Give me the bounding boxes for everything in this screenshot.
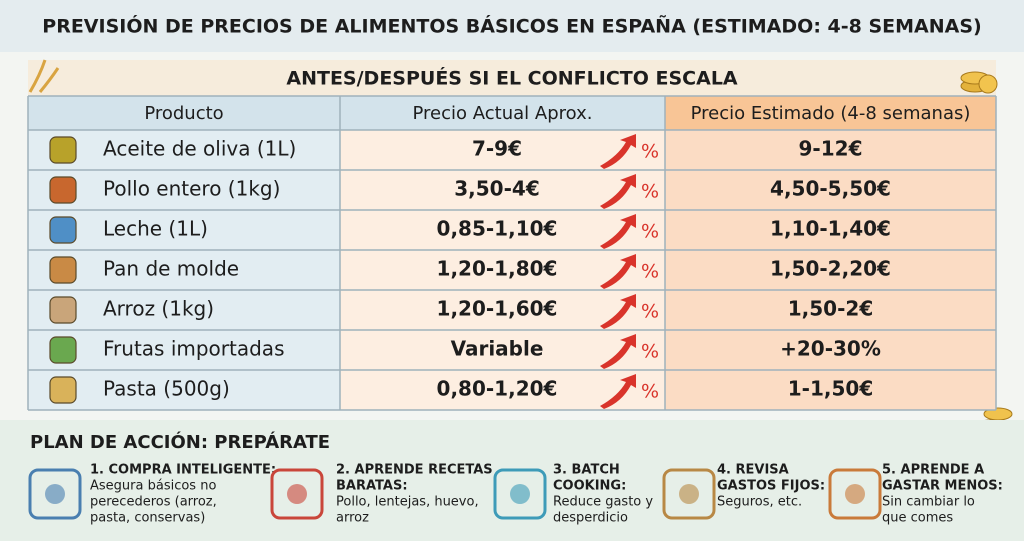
plan-icon-detail — [679, 484, 699, 504]
title-bar — [0, 0, 1024, 52]
current-price: 1,20-1,60€ — [437, 297, 558, 321]
header-bg — [28, 96, 340, 130]
trend-arrow — [600, 174, 636, 209]
page-title: PREVISIÓN DE PRECIOS DE ALIMENTOS BÁSICO… — [42, 14, 981, 38]
product-name: Leche (1L) — [103, 217, 208, 241]
product-icon — [49, 216, 77, 244]
plan-icon-detail — [845, 484, 865, 504]
plan-item-title: 3. BATCH — [553, 463, 620, 478]
estimated-price: 1-1,50€ — [788, 377, 873, 401]
estimated-price: +20-30% — [780, 337, 881, 361]
plan-icon — [828, 468, 882, 520]
estimated-price: 9-12€ — [799, 137, 863, 161]
plan-item-text: Seguros, etc. — [717, 495, 802, 510]
product-icon — [49, 296, 77, 324]
trend-arrow — [600, 374, 636, 409]
current-price: 7-9€ — [472, 137, 522, 161]
trend-label: % — [641, 221, 659, 243]
product-name: Aceite de oliva (1L) — [103, 137, 296, 161]
plan-icon-detail — [510, 484, 530, 504]
product-name: Pasta (500g) — [103, 377, 230, 401]
plan-item-text: arroz — [336, 511, 369, 526]
estimated-price: 1,10-1,40€ — [770, 217, 891, 241]
trend-arrow — [600, 134, 636, 169]
product-name: Arroz (1kg) — [103, 297, 214, 321]
trend-label: % — [641, 261, 659, 283]
current-price: Variable — [451, 337, 544, 361]
plan-icon — [28, 468, 82, 520]
plan-item-title: 5. APRENDE A — [882, 463, 984, 478]
product-name: Pollo entero (1kg) — [103, 177, 280, 201]
product-name: Pan de molde — [103, 257, 239, 281]
table-subtitle: ANTES/DESPUÉS SI EL CONFLICTO ESCALA — [286, 67, 738, 90]
plan-icon-detail — [287, 484, 307, 504]
estimated-price: 1,50-2,20€ — [770, 257, 891, 281]
plan-item-text: desperdicio — [553, 511, 628, 526]
plan-item-title: 4. REVISA — [717, 463, 789, 478]
product-icon — [49, 256, 77, 284]
plan-item-text: Asegura básicos no — [90, 479, 216, 494]
current-price: 0,85-1,10€ — [437, 217, 558, 241]
column-bg — [28, 96, 340, 410]
plan-item-text: Reduce gasto y — [553, 495, 653, 510]
trend-label: % — [641, 381, 659, 403]
column-header: Producto — [144, 103, 223, 124]
plan-item-text: que comes — [882, 511, 953, 526]
column-header: Precio Estimado (4-8 semanas) — [691, 103, 971, 124]
estimated-price: 1,50-2€ — [788, 297, 873, 321]
estimated-price: 4,50-5,50€ — [770, 177, 891, 201]
header-bg — [665, 96, 996, 130]
trend-arrow — [600, 254, 636, 289]
current-price: 0,80-1,20€ — [437, 377, 558, 401]
product-icon — [49, 136, 77, 164]
plan-item-title: BARATAS: — [336, 479, 408, 494]
current-price: 1,20-1,80€ — [437, 257, 558, 281]
trend-arrow — [600, 334, 636, 369]
plan-item-title: COOKING: — [553, 479, 626, 494]
trend-label: % — [641, 141, 659, 163]
plan-item-text: Sin cambiar lo — [882, 495, 975, 510]
trend-label: % — [641, 181, 659, 203]
plan-item-text: pasta, conservas) — [90, 511, 205, 526]
plan-title: PLAN DE ACCIÓN: PREPÁRATE — [30, 431, 330, 453]
column-bg — [340, 96, 665, 410]
product-icon — [49, 376, 77, 404]
trend-label: % — [641, 341, 659, 363]
plan-icon — [270, 468, 324, 520]
plan-item-title: 2. APRENDE RECETAS — [336, 463, 493, 478]
current-price: 3,50-4€ — [454, 177, 539, 201]
header-bg — [340, 96, 665, 130]
product-icon — [49, 176, 77, 204]
plan-band — [0, 420, 1024, 541]
column-bg — [665, 96, 996, 410]
subtitle-band — [28, 60, 996, 96]
plan-icon-detail — [45, 484, 65, 504]
plan-icon — [493, 468, 547, 520]
plan-item-text: Pollo, lentejas, huevo, — [336, 495, 479, 510]
plan-icon — [662, 468, 716, 520]
trend-arrow — [600, 294, 636, 329]
plan-item-title: GASTOS FIJOS: — [717, 479, 825, 494]
plan-item-text: perecederos (arroz, — [90, 495, 217, 510]
product-name: Frutas importadas — [103, 337, 284, 361]
plan-item-title: GASTAR MENOS: — [882, 479, 1003, 494]
trend-label: % — [641, 301, 659, 323]
plan-item-title: 1. COMPRA INTELIGENTE: — [90, 463, 276, 478]
trend-arrow — [600, 214, 636, 249]
product-icon — [49, 336, 77, 364]
column-header: Precio Actual Aprox. — [413, 103, 593, 124]
